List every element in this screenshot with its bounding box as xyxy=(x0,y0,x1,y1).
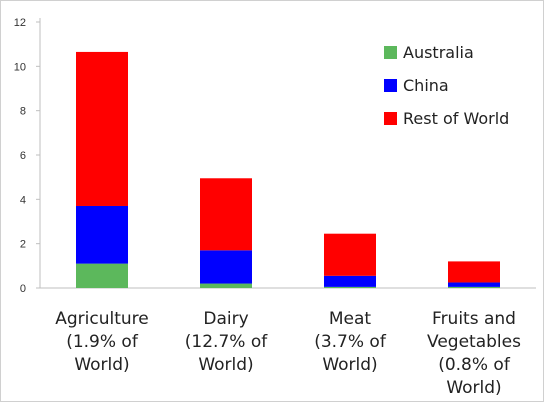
category-label: Meat xyxy=(329,309,372,329)
bar-segment xyxy=(76,205,128,264)
y-tick-label: 8 xyxy=(20,106,26,118)
bar-segment xyxy=(324,286,376,288)
bar-segment xyxy=(76,51,128,206)
category-label: Fruits and xyxy=(432,309,516,329)
legend-swatch xyxy=(384,112,397,125)
bar-segment xyxy=(76,263,128,288)
legend-label: Australia xyxy=(403,43,474,62)
bar-segment xyxy=(200,283,252,288)
y-tick-label: 0 xyxy=(20,283,26,295)
bar-segment xyxy=(448,282,500,287)
bar-segment xyxy=(448,286,500,288)
y-tick-label: 2 xyxy=(20,239,26,251)
category-labels: Agriculture (1.9% of World) Dairy (12.7% of W… xyxy=(55,309,521,398)
bar-segment xyxy=(200,178,252,251)
legend-swatch xyxy=(384,79,397,92)
bar-segment xyxy=(200,250,252,284)
y-tick-label: 10 xyxy=(14,61,26,73)
category-label: (12.7% of xyxy=(185,332,268,352)
category-label: World) xyxy=(74,355,129,375)
legend-swatch xyxy=(384,46,397,59)
category-label: Dairy xyxy=(203,309,248,329)
category-label: Vegetables xyxy=(427,332,521,352)
bars xyxy=(76,51,500,288)
y-tick-label: 12 xyxy=(14,17,26,29)
bar-segment xyxy=(448,261,500,283)
legend-label: Rest of World xyxy=(403,109,509,128)
y-tick-label: 4 xyxy=(20,194,26,206)
y-tick-label: 6 xyxy=(20,150,26,162)
category-label: (0.8% of xyxy=(438,355,511,375)
bar-segment xyxy=(324,233,376,276)
category-label: World) xyxy=(446,378,501,398)
category-label: (3.7% of xyxy=(314,332,387,352)
category-label: Agriculture xyxy=(55,309,149,329)
category-label: World) xyxy=(322,355,377,375)
legend: Australia China Rest of World xyxy=(384,43,509,128)
category-label: (1.9% of xyxy=(66,332,139,352)
legend-label: China xyxy=(403,76,449,95)
bar-segment xyxy=(324,275,376,287)
category-label: World) xyxy=(198,355,253,375)
